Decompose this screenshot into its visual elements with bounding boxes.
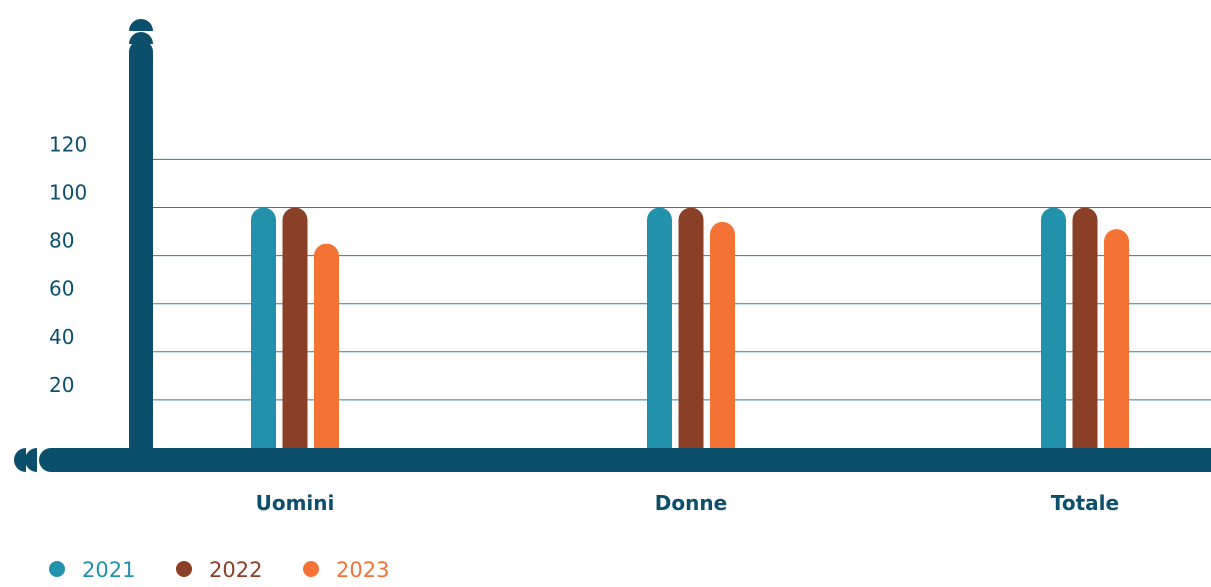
bar-donne-2023 [710,222,735,448]
legend-marker [49,561,65,577]
y-tick-label: 100 [49,181,87,205]
y-tick-label: 40 [49,325,74,349]
legend-label: 2023 [336,558,389,582]
y-tick-labels: 20 40 60 80 100 120 [49,132,87,397]
bars [251,208,1129,449]
x-axis-cap-left [14,448,26,472]
y-axis [129,40,153,460]
bar-uomini-2022 [283,208,308,449]
legend-marker [176,561,192,577]
axes [14,19,1211,472]
bar-uomini-2023 [314,244,339,448]
legend-marker [303,561,319,577]
category-label: Uomini [256,491,335,515]
x-axis-cap-middle [25,448,37,472]
bar-totale-2021 [1041,208,1066,449]
y-tick-label: 60 [49,277,74,301]
y-tick-label: 20 [49,373,74,397]
bar-totale-2023 [1104,229,1129,448]
legend-label: 2022 [209,558,262,582]
x-tick-labels: Uomini Donne Totale [256,491,1119,515]
bar-donne-2021 [647,208,672,449]
legend: 2021 2022 2023 [49,558,389,582]
y-axis-cap-top [129,19,153,31]
bar-uomini-2021 [251,208,276,449]
x-axis [39,448,1211,472]
category-label: Donne [655,491,727,515]
legend-label: 2021 [82,558,135,582]
bar-totale-2022 [1073,208,1098,449]
y-tick-label: 120 [49,132,87,156]
category-label: Totale [1051,491,1119,515]
bar-donne-2022 [679,208,704,449]
y-tick-label: 80 [49,229,74,253]
